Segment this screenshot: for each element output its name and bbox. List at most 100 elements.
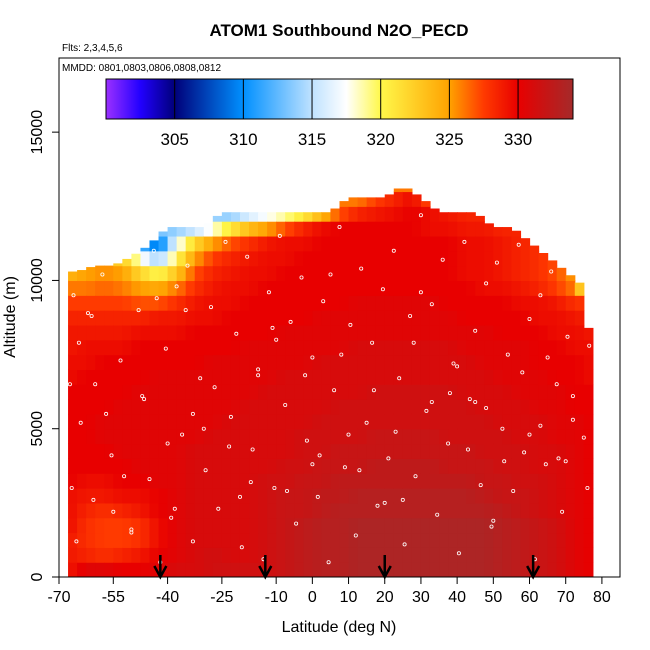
heatmap-cell [122,502,132,519]
heatmap-cell [583,547,594,563]
heatmap-cell [384,221,395,237]
heatmap-cell [339,206,350,222]
heatmap-cell [411,458,422,474]
heatmap-cell [68,413,78,430]
sample-marker [527,432,532,437]
heatmap-cell [249,250,259,267]
heatmap-cell [493,473,503,489]
heatmap-cell [520,238,531,252]
heatmap-cell [439,354,449,370]
heatmap-cell [149,473,160,489]
heatmap-cell [95,384,105,400]
heatmap-cell [574,369,585,385]
heatmap-cell [493,354,503,370]
heatmap-cell [212,384,223,400]
sample-marker [538,293,543,298]
heatmap-cell [185,339,196,356]
heatmap-cell [393,413,404,430]
heatmap-cell [556,488,567,504]
heatmap-cell [357,221,368,237]
heatmap-cell [502,339,513,356]
sample-marker [467,397,472,402]
heatmap-cell [384,194,395,207]
x-axis-label: Latitude (deg N) [282,619,397,636]
heatmap-cell [221,458,232,474]
heatmap-cell [249,295,259,311]
heatmap-cell [484,443,494,459]
heatmap-cell [420,428,431,445]
x-tick-label: -25 [210,589,233,606]
heatmap-cell [429,384,440,400]
heatmap-cell [538,532,549,548]
colorbar-tick-label: 325 [435,130,463,149]
heatmap-cell [475,324,485,341]
heatmap-cell [86,324,96,341]
heatmap-cell [357,206,368,222]
heatmap-cell [429,428,440,445]
heatmap-cell [194,502,205,519]
heatmap-cell [502,532,513,548]
heatmap-cell [212,399,223,415]
heatmap-cell [276,235,286,252]
heatmap-cell [574,502,585,519]
heatmap-cell [357,369,368,385]
heatmap-cell [95,265,105,282]
sample-marker [413,474,418,479]
heatmap-cell [68,384,78,400]
heatmap-cell [221,428,232,445]
heatmap-cell [285,280,295,296]
heatmap-cell [276,212,286,222]
heatmap-cell [411,547,422,563]
heatmap-cell [411,413,422,430]
heatmap-cell [393,547,404,563]
heatmap-cell [547,458,558,474]
heatmap-cell [276,280,286,296]
heatmap-cell [303,413,313,430]
heatmap-cell [466,221,476,237]
heatmap-cell [520,532,531,548]
heatmap-cell [321,458,332,474]
heatmap-cell [131,532,142,548]
heatmap-cell [529,295,540,311]
heatmap-cell [384,532,395,548]
heatmap-cell [520,339,531,356]
heatmap-cell [312,369,322,385]
heatmap-cell [402,562,413,577]
sample-marker [554,382,559,387]
heatmap-cell [167,458,178,474]
heatmap-cell [475,473,485,489]
heatmap-cell [321,547,332,563]
heatmap-cell [239,562,250,577]
heatmap-cell [285,250,295,267]
sample-marker [505,352,510,357]
heatmap-cell [194,354,205,370]
heatmap-cell [86,339,96,356]
heatmap-cell [221,562,232,577]
heatmap-cell [457,265,467,282]
heatmap-cell [194,547,205,563]
heatmap-cell [122,258,132,267]
heatmap-cell [429,265,440,282]
sample-marker [391,248,396,253]
heatmap-cell [574,547,585,563]
heatmap-cell [321,339,332,356]
heatmap-cell [258,413,268,430]
heatmap-cell [140,339,151,356]
heatmap-cell [565,384,576,400]
heatmap-cell [77,399,87,415]
heatmap-cell [475,369,485,385]
heatmap-cell [285,562,295,577]
heatmap-cell [448,339,458,356]
heatmap-cell [104,413,114,430]
heatmap-cell [131,399,142,415]
sample-marker [339,352,344,357]
heatmap-cell [294,517,304,534]
heatmap-cell [258,517,268,534]
heatmap-cell [429,562,440,577]
heatmap-cell [357,502,368,519]
heatmap-cell [194,280,205,296]
heatmap-cell [68,428,78,445]
heatmap-cell [230,339,241,356]
heatmap-cell [511,562,522,577]
heatmap-cell [420,339,431,356]
